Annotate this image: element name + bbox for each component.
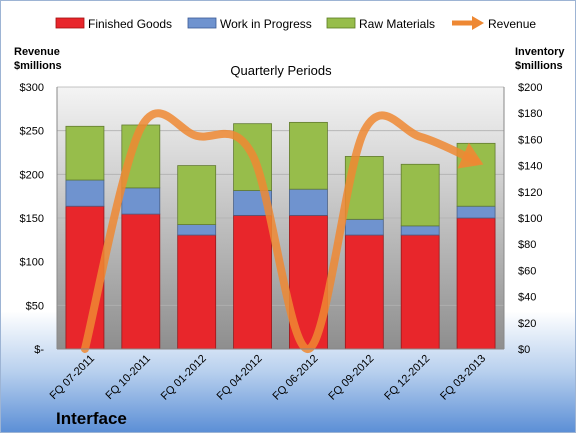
bar-raw-materials — [177, 165, 217, 225]
bar-work-in-progress — [65, 179, 105, 207]
right-tick-label: $100 — [518, 213, 542, 225]
right-tick-label: $40 — [518, 292, 536, 304]
x-tick-label: FQ 07-2011 — [48, 353, 97, 402]
x-tick-label: FQ 10-2011 — [104, 353, 153, 402]
left-tick-label: $300 — [20, 82, 44, 94]
revenue-series — [80, 109, 484, 353]
left-tick-label: $100 — [20, 257, 44, 269]
legend-swatch-finished-goods — [55, 17, 85, 29]
bar-work-in-progress — [400, 225, 440, 236]
right-tick-label: $140 — [518, 161, 542, 173]
right-tick-label: $200 — [518, 82, 542, 94]
x-tick-label: FQ 03-2013 — [438, 353, 488, 403]
bar-finished-goods — [121, 213, 161, 350]
left-tick-label: $200 — [20, 169, 44, 181]
bar-work-in-progress — [177, 224, 217, 236]
right-tick-label: $0 — [518, 344, 530, 356]
right-tick-label: $20 — [518, 318, 536, 330]
legend-item-finished-goods: Finished Goods — [55, 17, 172, 31]
x-tick-label: FQ 01-2012 — [159, 353, 209, 403]
right-axis-title-line1: Inventory — [515, 46, 565, 58]
left-tick-label: $50 — [26, 300, 44, 312]
bar-finished-goods — [177, 234, 217, 350]
company-name: Interface — [56, 409, 127, 428]
left-axis-ticks: $- $50 $100 $150 $200 $250 $300 — [20, 82, 45, 356]
left-axis-title-line1: Revenue — [14, 46, 60, 58]
left-axis-title-line2: $millions — [14, 60, 62, 72]
left-tick-label: $- — [34, 344, 44, 356]
left-tick-label: $150 — [20, 213, 44, 225]
chart-subtitle: Quarterly Periods — [230, 63, 332, 78]
x-tick-label: FQ 12-2012 — [382, 353, 432, 403]
bar-raw-materials — [400, 163, 440, 227]
left-tick-label: $250 — [20, 126, 44, 138]
bar-finished-goods — [233, 214, 272, 350]
bar-finished-goods — [456, 217, 496, 350]
bar-work-in-progress — [344, 218, 384, 236]
right-tick-label: $180 — [518, 108, 542, 120]
x-axis-ticks: FQ 07-2011 FQ 10-2011 FQ 01-2012 FQ 04-2012… — [48, 353, 489, 403]
legend-label-finished-goods: Finished Goods — [88, 17, 172, 31]
legend-label-work-in-progress: Work in Progress — [220, 17, 312, 31]
bar-raw-materials — [65, 125, 105, 181]
legend-label-raw-materials: Raw Materials — [359, 17, 435, 31]
legend-item-work-in-progress: Work in Progress — [187, 17, 312, 31]
legend: Finished Goods Work in Progress Raw Mate… — [55, 16, 536, 31]
right-tick-label: $60 — [518, 265, 536, 277]
right-axis-title-line2: $millions — [515, 60, 563, 72]
revenue-line — [80, 109, 481, 353]
legend-swatch-work-in-progress — [187, 17, 217, 29]
x-tick-label: FQ 06-2012 — [271, 353, 321, 403]
right-tick-label: $80 — [518, 239, 536, 251]
right-tick-label: $120 — [518, 187, 542, 199]
bar-finished-goods — [344, 234, 384, 350]
legend-swatch-raw-materials — [326, 17, 356, 29]
x-tick-label: FQ 09-2012 — [326, 353, 376, 403]
legend-label-revenue: Revenue — [488, 17, 536, 31]
legend-item-raw-materials: Raw Materials — [326, 17, 435, 31]
bar-raw-materials — [289, 121, 328, 190]
right-axis-ticks: $0 $20 $40 $60 $80 $100 $120 $140 $160 $180 $200 — [518, 82, 542, 356]
right-tick-label: $160 — [518, 134, 542, 146]
revenue-arrowhead — [457, 142, 484, 169]
legend-item-revenue: Revenue — [452, 16, 536, 31]
bar-finished-goods — [400, 234, 440, 350]
bar-work-in-progress — [289, 188, 328, 216]
x-tick-label: FQ 04-2012 — [215, 353, 265, 403]
legend-swatch-revenue-arrow — [472, 16, 484, 30]
bar-work-in-progress — [121, 187, 161, 215]
bar-work-in-progress — [456, 205, 496, 219]
